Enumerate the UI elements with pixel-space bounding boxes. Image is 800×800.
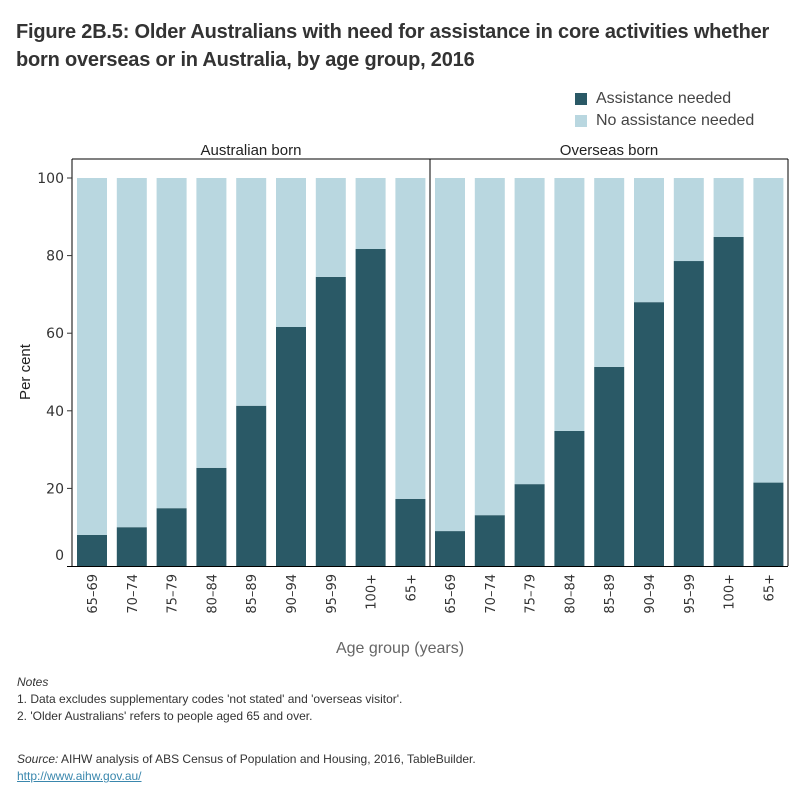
bar-assistance-needed	[753, 482, 784, 566]
bar-assistance-needed	[315, 276, 346, 566]
x-tick-label: 90–94	[285, 574, 300, 614]
x-tick-label: 95–99	[325, 574, 340, 614]
source-text: AIHW analysis of ABS Census of Populatio…	[58, 752, 476, 766]
bar-assistance-needed	[395, 498, 426, 566]
bar-no-assistance-needed	[116, 178, 147, 528]
legend-swatch-no-assistance	[575, 115, 587, 127]
bar-no-assistance-needed	[554, 178, 585, 431]
legend-swatch-assistance	[575, 93, 587, 105]
x-tick-label: 80–84	[563, 574, 578, 614]
y-axis-title: Per cent	[17, 343, 34, 400]
y-tick-label: 80	[46, 249, 64, 265]
x-tick-label: 95–99	[683, 574, 698, 614]
bar-no-assistance-needed	[355, 178, 386, 250]
bar-assistance-needed	[474, 515, 505, 566]
bar-assistance-needed	[594, 366, 625, 566]
bar-assistance-needed	[514, 484, 545, 566]
legend-label-no-assistance: No assistance needed	[596, 112, 755, 129]
bar-assistance-needed	[435, 531, 465, 566]
bar-assistance-needed	[276, 326, 306, 566]
x-tick-label: 100+	[365, 574, 380, 610]
bar-no-assistance-needed	[77, 178, 107, 535]
bar-no-assistance-needed	[276, 178, 306, 327]
bar-no-assistance-needed	[514, 178, 545, 485]
bar-no-assistance-needed	[474, 178, 505, 516]
x-tick-label: 85–89	[603, 574, 618, 614]
x-tick-label: 70–74	[484, 574, 499, 614]
stacked-bar-chart: Australian born 65–69 70–74 75–79 80–84 85–89…	[17, 142, 789, 657]
y-tick-label: 40	[46, 404, 64, 420]
x-tick-label: 65–69	[444, 574, 459, 614]
y-tick-label: 60	[46, 326, 64, 342]
bar-no-assistance-needed	[634, 178, 664, 303]
x-tick-label: 80–84	[205, 574, 220, 614]
source-label: Source:	[17, 752, 59, 766]
bar-assistance-needed	[554, 430, 585, 566]
legend-item-assistance[interactable]: Assistance needed	[575, 88, 754, 110]
panel-title: Overseas born	[560, 142, 658, 159]
legend-item-no-assistance[interactable]: No assistance needed	[575, 110, 754, 132]
bar-assistance-needed	[77, 534, 107, 566]
x-tick-label: 100+	[723, 574, 738, 610]
note-line-1: 1. Data excludes supplementary codes 'no…	[17, 692, 403, 706]
bar-assistance-needed	[196, 467, 227, 566]
x-tick-label: 90–94	[643, 574, 658, 614]
x-tick-label: 65–69	[86, 574, 101, 614]
bar-assistance-needed	[713, 236, 744, 566]
x-tick-label: 85–89	[245, 574, 260, 614]
legend: Assistance needed No assistance needed	[575, 88, 754, 132]
bar-assistance-needed	[673, 261, 704, 566]
bar-no-assistance-needed	[395, 178, 426, 499]
source: Source: AIHW analysis of ABS Census of P…	[17, 751, 476, 785]
x-tick-label: 75–79	[524, 574, 539, 614]
y-tick-label: 0	[55, 548, 64, 564]
bar-no-assistance-needed	[236, 178, 267, 406]
legend-label-assistance: Assistance needed	[596, 90, 732, 107]
bar-assistance-needed	[355, 249, 386, 566]
x-tick-label: 65+	[404, 574, 419, 601]
bar-assistance-needed	[156, 508, 187, 566]
y-tick-label: 20	[46, 481, 64, 497]
notes-heading: Notes	[17, 675, 49, 689]
source-link[interactable]: http://www.aihw.gov.au/	[17, 769, 142, 783]
bar-no-assistance-needed	[713, 178, 744, 237]
x-tick-label: 75–79	[166, 574, 181, 614]
bar-assistance-needed	[634, 302, 664, 566]
bar-no-assistance-needed	[435, 178, 465, 532]
chart-title: Figure 2B.5: Older Australians with need…	[16, 21, 770, 71]
bar-no-assistance-needed	[673, 178, 704, 262]
bar-no-assistance-needed	[196, 178, 227, 468]
x-axis-title: Age group (years)	[336, 640, 464, 657]
note-line-2: 2. 'Older Australians' refers to people …	[17, 709, 313, 723]
bar-no-assistance-needed	[594, 178, 625, 367]
notes: Notes 1. Data excludes supplementary cod…	[17, 674, 402, 725]
y-tick-label: 100	[37, 171, 64, 187]
x-tick-label: 70–74	[126, 574, 141, 614]
bar-assistance-needed	[116, 527, 147, 566]
bar-no-assistance-needed	[753, 178, 784, 483]
panel-title: Australian born	[201, 142, 302, 159]
bar-no-assistance-needed	[315, 178, 346, 277]
bar-no-assistance-needed	[156, 178, 187, 509]
x-tick-label: 65+	[762, 574, 777, 601]
bar-assistance-needed	[236, 405, 267, 566]
